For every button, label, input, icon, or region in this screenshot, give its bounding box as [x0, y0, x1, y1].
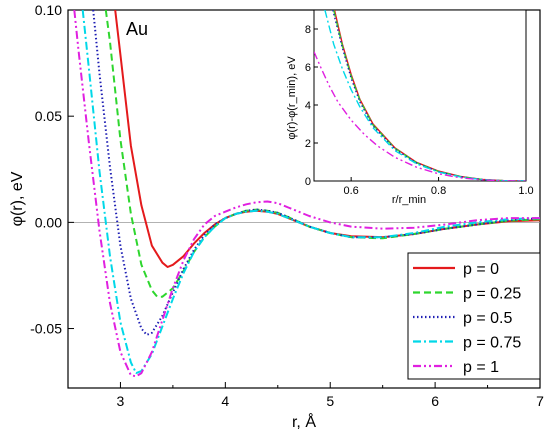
legend-label: p = 0 — [463, 261, 499, 278]
chart-title: Au — [126, 19, 148, 39]
series-line-p3 — [81, 10, 540, 375]
inset-series-line-p1 — [333, 10, 526, 181]
inset-plot: 0.6 0.8 1.0 0 2 4 6 8 φ(r)-φ(r_min), eV r/r_min — [286, 9, 534, 206]
series-line-p4 — [73, 10, 540, 378]
y-tick-label: 0.05 — [35, 108, 62, 124]
legend-label: p = 0.5 — [463, 310, 512, 327]
inset-y-tick-label: 6 — [305, 62, 311, 74]
main-x-axis-label: r, Å — [292, 412, 316, 431]
y-tick-label: 0.10 — [35, 2, 62, 18]
main-axis-ticks: 3 4 5 6 7 0.10 0.05 0.00 -0.05 — [30, 2, 544, 409]
legend-label: p = 0.75 — [463, 335, 521, 352]
inset-x-axis-label: r/r_min — [392, 194, 426, 206]
x-tick-label: 3 — [117, 393, 125, 409]
x-tick-label: 4 — [221, 393, 229, 409]
legend: p = 0 p = 0.25 p = 0.5 p = 0.75 p = 1 — [407, 252, 541, 380]
inset-axis-ticks: 0.6 0.8 1.0 0 2 4 6 8 — [305, 24, 534, 197]
inset-y-tick-label: 2 — [305, 138, 311, 150]
inset-y-axis-label: φ(r)-φ(r_min), eV — [286, 56, 298, 140]
x-tick-label: 6 — [431, 393, 439, 409]
inset-series-group — [314, 10, 526, 181]
main-series-group — [73, 10, 540, 378]
inset-plot-frame — [313, 9, 527, 182]
y-tick-label: -0.05 — [30, 321, 62, 337]
inset-y-tick-label: 0 — [305, 176, 311, 188]
y-tick-label: 0.00 — [35, 214, 62, 230]
legend-label: p = 1 — [463, 359, 499, 376]
inset-x-tick-label: 0.6 — [344, 185, 359, 197]
inset-x-tick-label: 1.0 — [518, 185, 533, 197]
x-tick-label: 7 — [536, 393, 544, 409]
inset-y-tick-label: 4 — [305, 100, 311, 112]
inset-y-tick-label: 8 — [305, 24, 311, 36]
inset-x-tick-label: 0.8 — [431, 185, 446, 197]
x-tick-label: 5 — [326, 393, 334, 409]
main-y-axis-label: φ(r), eV — [9, 171, 26, 226]
legend-label: p = 0.25 — [463, 286, 521, 303]
